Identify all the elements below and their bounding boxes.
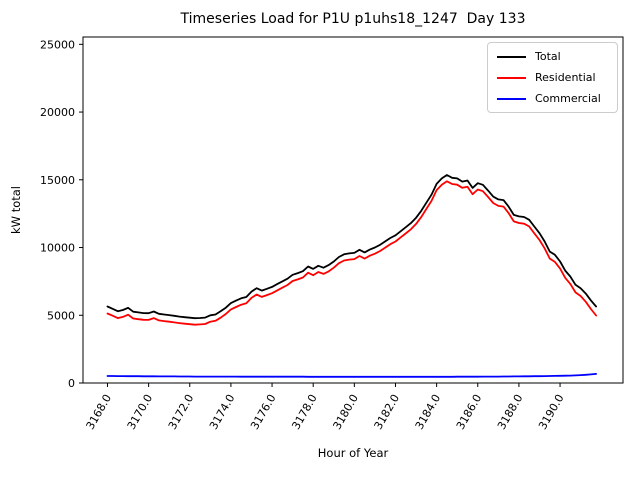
x-tick-label: 3168.0 (84, 392, 115, 432)
x-tick-label: 3186.0 (454, 392, 485, 432)
x-tick-label: 3174.0 (207, 392, 238, 432)
y-tick-label: 5000 (47, 309, 75, 322)
commercial-line-swatch (497, 97, 526, 100)
chart-title: Timeseries Load for P1U p1uhs18_1247 Day… (180, 11, 526, 27)
legend: Total Residential Commercial (487, 42, 618, 113)
x-tick-label: 3188.0 (495, 392, 526, 432)
x-tick-label: 3178.0 (289, 392, 320, 432)
legend-entry-commercial: Commercial (488, 92, 617, 105)
y-tick-label: 20000 (40, 106, 75, 119)
legend-label-residential: Residential (535, 71, 596, 84)
x-tick-label: 3190.0 (536, 392, 567, 432)
y-tick-label: 0 (68, 377, 75, 390)
x-tick-label: 3172.0 (166, 392, 197, 432)
series-line-commercial (106, 372, 597, 378)
x-tick-label: 3184.0 (413, 392, 444, 432)
y-tick-label: 10000 (40, 242, 75, 255)
x-tick-label: 3176.0 (248, 392, 279, 432)
legend-entry-residential: Residential (488, 71, 617, 84)
x-tick-label: 3180.0 (330, 392, 361, 432)
series-line-total (106, 174, 597, 320)
legend-label-total: Total (535, 50, 561, 63)
y-tick-label: 25000 (40, 38, 75, 51)
total-line-swatch (497, 55, 526, 58)
y-axis-label: kW total (9, 186, 23, 234)
series-line-residential (106, 180, 597, 326)
x-tick-label: 3170.0 (125, 392, 156, 432)
x-axis-label: Hour of Year (317, 446, 389, 460)
y-tick-label: 15000 (40, 174, 75, 187)
x-tick-label: 3182.0 (372, 392, 403, 432)
legend-label-commercial: Commercial (535, 92, 601, 105)
residential-line-swatch (497, 76, 526, 79)
legend-entry-total: Total (488, 50, 617, 63)
